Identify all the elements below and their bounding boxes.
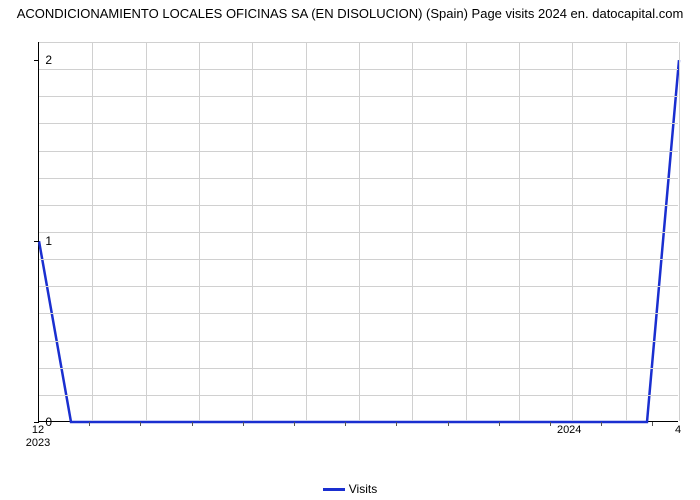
vgrid-line [519,42,520,421]
vgrid-line [199,42,200,421]
legend-swatch [323,488,345,491]
vgrid-line [306,42,307,421]
plot-area [38,42,678,422]
vgrid-line [572,42,573,421]
vgrid-line [359,42,360,421]
vgrid-line [412,42,413,421]
x-minor-tick [140,422,141,426]
x-tick-label: 2024 [557,424,581,437]
x-minor-tick [294,422,295,426]
x-minor-tick [652,422,653,426]
x-minor-tick [243,422,244,426]
chart-title: ACONDICIONAMIENTO LOCALES OFICINAS SA (E… [0,0,700,25]
y-tick-label: 0 [22,415,52,429]
legend-label: Visits [349,482,377,496]
x-minor-tick [89,422,90,426]
vgrid-line [626,42,627,421]
x-minor-tick [396,422,397,426]
vgrid-line [146,42,147,421]
x-minor-tick [550,422,551,426]
vgrid-line [252,42,253,421]
x-minor-tick [499,422,500,426]
vgrid-line [679,42,680,421]
x-tick-label: 4 [675,424,681,437]
vgrid-line [92,42,93,421]
vgrid-line [466,42,467,421]
chart-area: 12202320244 [38,42,678,442]
y-tick-label: 2 [22,53,52,67]
x-minor-tick [192,422,193,426]
x-minor-tick [601,422,602,426]
x-minor-tick [448,422,449,426]
y-tick-label: 1 [22,234,52,248]
x-minor-tick [345,422,346,426]
legend: Visits [0,482,700,496]
